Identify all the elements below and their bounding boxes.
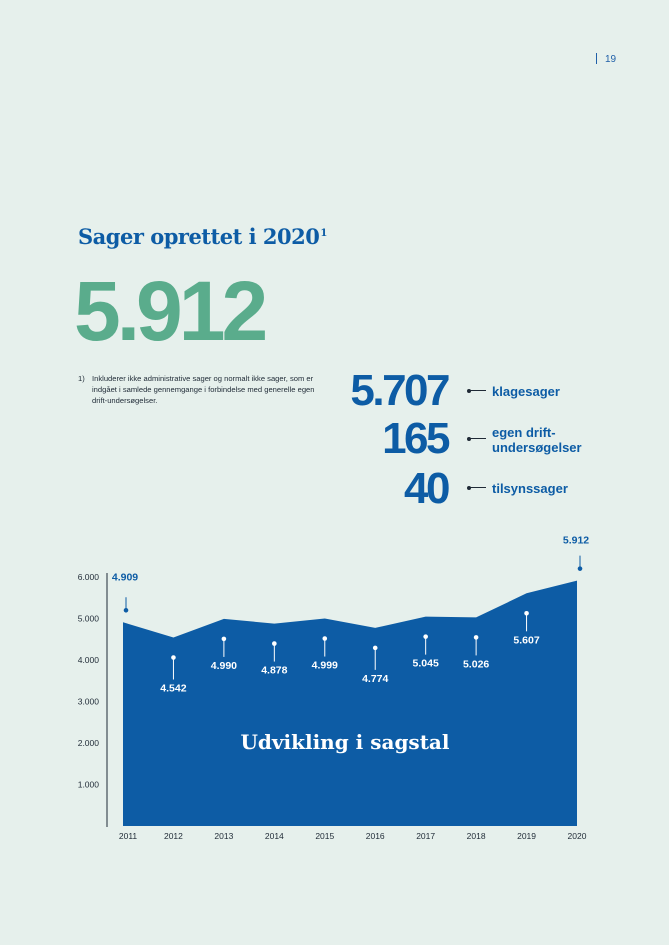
breakdown-label: klagesager [492,384,560,399]
data-label: 5.045 [413,658,439,670]
data-point-marker [473,635,479,640]
data-point-marker [272,641,277,646]
connector-line [469,487,486,488]
breakdown-row-klagesager: 5.707 klagesager [300,368,620,414]
connector-dot [467,437,471,441]
y-axis: 1.000 2.000 3.000 4.000 5.000 6.000 [78,572,108,827]
y-tick-label: 5.000 [78,614,100,624]
x-tick-label: 2017 [416,831,435,841]
breakdown-value: 40 [404,464,450,513]
x-tick-label: 2016 [366,831,385,841]
breakdown-value: 5.707 [350,366,450,415]
data-labels: 4.909 4.542 4.990 4.878 4.999 4.774 5.045 5.026… [112,535,589,695]
page-number-divider [596,53,597,64]
data-point-marker [123,607,129,613]
page-number: 19 [596,53,616,65]
page-heading-text: Sager oprettet i 2020 [78,224,320,249]
area-series [123,580,577,826]
data-label: 4.999 [312,660,338,672]
data-label: 4.774 [362,673,388,685]
footnote-text: Inkluderer ikke administrative sager og … [92,374,315,405]
footnote-number: 1) [78,374,85,383]
x-tick-label: 2012 [164,831,183,841]
x-tick-label: 2019 [517,831,536,841]
x-tick-label: 2014 [265,831,284,841]
heading-footnote-marker: 1 [320,228,327,239]
y-tick-label: 3.000 [78,697,100,707]
breakdown-label: tilsynssager [492,481,568,496]
data-label: 5.607 [513,634,539,646]
y-tick-label: 4.000 [78,655,100,665]
data-label: 4.990 [211,660,237,672]
x-tick-label: 2011 [119,831,138,841]
connector-line [469,438,486,439]
x-axis-ticks: 2011 2012 2013 2014 2015 2016 2017 2018 2019 2020 [119,831,587,841]
data-point-marker [221,636,227,642]
connector-dot [467,389,471,393]
data-point-marker [577,566,583,571]
x-tick-label: 2018 [467,831,486,841]
breakdown-row-tilsynssager: 40 tilsynssager [300,466,620,512]
x-tick-label: 2015 [315,831,334,841]
data-label: 4.909 [112,571,138,583]
breakdown-row-egen-drift: 165 egen drift- undersøgelser [300,416,620,462]
y-tick-label: 1.000 [78,780,100,790]
y-tick-label: 6.000 [78,572,100,582]
page-heading: Sager oprettet i 20201 [78,224,327,249]
data-label: 5.026 [463,658,489,670]
total-cases-number: 5.912 [74,264,268,358]
data-label: 5.912 [563,535,589,547]
x-tick-label: 2013 [214,831,233,841]
connector-line [469,390,486,391]
x-tick-label: 2020 [568,831,587,841]
footnote: 1) Inkluderer ikke administrative sager … [78,373,318,406]
data-markers [123,555,583,680]
breakdown-value: 165 [382,414,450,463]
chart-title: Udvikling i sagstal [240,730,449,754]
connector-dot [467,486,471,490]
y-tick-label: 2.000 [78,738,100,748]
data-label: 4.878 [261,665,287,677]
case-development-chart: 1.000 2.000 3.000 4.000 5.000 6.000 4.909 4.54… [78,535,590,841]
breakdown-label: egen drift- undersøgelser [492,425,582,455]
data-label: 4.542 [160,683,186,695]
page-number-text: 19 [605,54,617,65]
